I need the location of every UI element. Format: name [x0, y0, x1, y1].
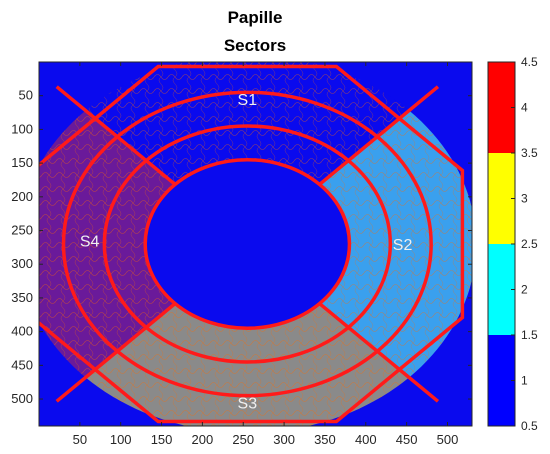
x-tick-label: 200 [192, 432, 214, 447]
y-tick-label: 150 [11, 155, 33, 170]
ring-boundary-3 [61, 90, 433, 398]
heatmap-plot-area: S1 S2 S3 S4 [39, 62, 472, 426]
x-tick-label: 350 [314, 432, 336, 447]
y-tick-label: 200 [11, 189, 33, 204]
y-tick-label: 350 [11, 290, 33, 305]
sector-s2-texture [319, 110, 472, 378]
x-tick-label: 300 [273, 432, 295, 447]
colorbar-band-3 [488, 153, 515, 244]
sector-s4-texture [39, 110, 176, 378]
x-tick-label: 500 [437, 432, 459, 447]
y-tick-label: 300 [11, 256, 33, 271]
colorbar-tick-label: 3 [521, 192, 528, 206]
y-tick-label: 500 [11, 391, 33, 406]
x-tick-label: 450 [396, 432, 418, 447]
x-tick-label: 100 [110, 432, 132, 447]
y-tick-label: 100 [11, 121, 33, 136]
sector-s1-texture [85, 62, 410, 185]
colorbar-band-2 [488, 244, 515, 335]
y-tick-label: 250 [11, 223, 33, 238]
x-axis: 50 100 150 200 250 300 350 400 450 500 [73, 62, 459, 447]
colorbar-tick-label: 3.5 [521, 146, 538, 160]
ring-boundary-2 [102, 124, 393, 364]
outer-boundary [39, 64, 465, 424]
x-tick-label: 250 [232, 432, 254, 447]
sector-s3-texture [85, 303, 410, 426]
y-axis: 50 100 150 200 250 300 350 400 450 500 [11, 88, 472, 406]
chart-title-line-2: Sectors [224, 36, 286, 55]
y-tick-label: 50 [19, 88, 33, 103]
y-tick-label: 450 [11, 357, 33, 372]
sector-divider-3 [318, 302, 440, 403]
sector-divider-2 [318, 85, 440, 186]
axes-frame [38, 61, 473, 427]
colorbar-band-1 [488, 335, 515, 426]
sector-divider-4 [55, 302, 177, 403]
x-tick-label: 150 [151, 432, 173, 447]
sector-label-s2: S2 [393, 237, 413, 254]
y-tick-label: 400 [11, 324, 33, 339]
colorbar-tick-label: 4 [521, 101, 528, 115]
sector-label-s4: S4 [80, 234, 100, 251]
colorbar-tick-label: 2 [521, 283, 528, 297]
colorbar-tick-label: 0.5 [521, 419, 538, 433]
sector-label-s1: S1 [238, 92, 258, 109]
ring-boundary-1 [143, 157, 352, 331]
colorbar-band-4 [488, 62, 515, 153]
sector-divider-1 [55, 85, 177, 186]
colorbar-tick-label: 2.5 [521, 237, 538, 251]
colorbar-tick-label: 1.5 [521, 328, 538, 342]
colorbar: 0.5 1 1.5 2 2.5 3 3.5 4 4.5 [487, 55, 538, 433]
sector-label-s3: S3 [238, 395, 258, 412]
x-tick-label: 50 [73, 432, 87, 447]
center-disc [145, 159, 350, 329]
colorbar-tick-label: 4.5 [521, 55, 538, 69]
colorbar-tick-label: 1 [521, 374, 528, 388]
chart-title-line-1: Papille [228, 8, 283, 27]
x-tick-label: 400 [355, 432, 377, 447]
